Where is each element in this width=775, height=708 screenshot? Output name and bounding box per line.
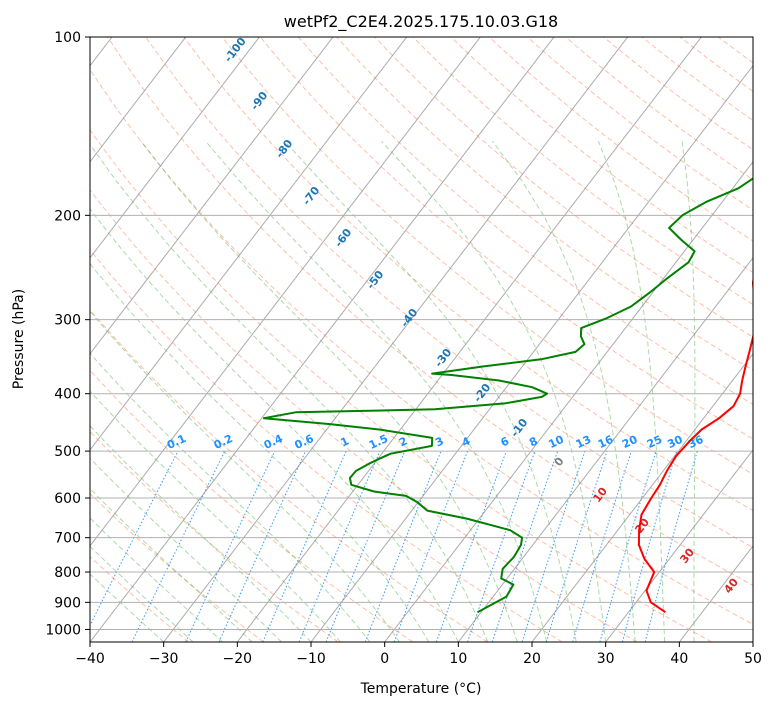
y-axis-ticks: 100 200 300 400 500 600 700 800 900 1000 xyxy=(45,30,90,638)
isotherm-line xyxy=(90,37,408,451)
dry-adiabat xyxy=(527,37,753,211)
dry-adiabat xyxy=(107,37,753,587)
x-tick-label: 20 xyxy=(523,651,541,667)
dry-adiabat xyxy=(183,37,753,512)
isotherm-line xyxy=(163,37,629,642)
isotherm-line xyxy=(0,0,9,642)
mixing-ratio-label: 30 xyxy=(665,433,685,451)
sounding-profiles xyxy=(262,177,753,614)
dry-adiabat xyxy=(90,369,414,642)
mixing-ratio-label: 20 xyxy=(620,433,640,451)
mixing-ratio-line xyxy=(325,450,406,642)
y-tick-label: 700 xyxy=(54,531,81,547)
y-tick-label: 1000 xyxy=(45,622,81,638)
mixing-ratio-line xyxy=(521,450,586,642)
mixing-ratio-line xyxy=(599,450,657,642)
plot-frame xyxy=(89,36,754,643)
x-axis-label: Temperature (°C) xyxy=(360,681,482,697)
mixing-ratio-line xyxy=(491,450,559,642)
y-tick-label: 400 xyxy=(54,387,81,403)
dry-adiabat xyxy=(90,129,712,642)
y-axis-label: Pressure (hPa) xyxy=(11,289,27,389)
mixing-ratio-line xyxy=(572,450,632,642)
x-tick-label: −30 xyxy=(149,651,179,667)
y-tick-label: 100 xyxy=(54,30,81,46)
dry-adiabat xyxy=(90,189,638,642)
isotherm-line xyxy=(90,37,187,163)
x-tick-label: −40 xyxy=(75,651,105,667)
pressure-gridlines xyxy=(90,37,753,630)
dry-adiabat xyxy=(145,37,753,549)
dry-adiabat xyxy=(488,37,753,242)
y-tick-label: 900 xyxy=(54,595,81,611)
isotherm-line xyxy=(384,160,753,642)
mixing-ratio-label: 36 xyxy=(686,433,706,451)
isotherm-line xyxy=(310,64,753,642)
y-tick-label: 500 xyxy=(54,444,81,460)
isotherm-line xyxy=(90,37,334,355)
x-tick-label: 40 xyxy=(670,651,688,667)
dry-adiabat xyxy=(412,37,753,306)
x-tick-label: 30 xyxy=(597,651,615,667)
dry-adiabat xyxy=(259,37,753,440)
isotherm-line xyxy=(90,37,481,547)
mixing-ratio-line xyxy=(435,450,507,642)
isotherm-line xyxy=(236,37,702,642)
isotherm-line xyxy=(531,353,753,642)
mixing-ratio-line xyxy=(393,450,469,642)
mixing-ratio-line xyxy=(262,450,347,642)
mixing-ratio-line xyxy=(131,450,226,642)
chart-title: wetPf2_C2E4.2025.175.10.03.G18 xyxy=(284,12,558,32)
mixing-ratio-line xyxy=(185,450,276,642)
mixing-ratio-label: 16 xyxy=(596,433,616,451)
mixing-ratio-label: 25 xyxy=(645,433,664,451)
mixing-ratio-line xyxy=(467,450,536,642)
x-tick-label: −20 xyxy=(223,651,253,667)
x-tick-label: −10 xyxy=(296,651,326,667)
mixing-ratio-line xyxy=(298,450,381,642)
isotherm-line xyxy=(752,641,753,642)
y-tick-label: 800 xyxy=(54,565,81,581)
isotherm-line xyxy=(457,256,753,642)
dry-adiabat xyxy=(298,37,753,405)
isotherm-line xyxy=(605,449,753,642)
mixing-ratio-line xyxy=(364,450,442,642)
dry-adiabat xyxy=(336,37,753,371)
dry-adiabat xyxy=(450,37,753,274)
mixing-ratio-line xyxy=(621,450,678,642)
dry-adiabat xyxy=(90,249,563,642)
isotherm-line xyxy=(90,37,260,259)
isotherm-line xyxy=(90,37,555,642)
dry-adiabat xyxy=(603,37,753,151)
mixing-ratio-line xyxy=(545,450,608,642)
dry-adiabat xyxy=(90,68,753,625)
temperature-profile xyxy=(637,275,753,614)
plot-area xyxy=(90,37,753,642)
x-tick-label: 0 xyxy=(380,651,389,667)
y-tick-label: 600 xyxy=(54,491,81,507)
mixing-ratio-line xyxy=(218,450,307,642)
mixing-ratio-label: 10 xyxy=(547,433,567,451)
mixing-ratio-label: 13 xyxy=(574,433,593,451)
dry-adiabat xyxy=(221,37,753,475)
y-tick-label: 300 xyxy=(54,313,81,329)
dewpoint-profile xyxy=(262,177,753,614)
x-tick-label: 50 xyxy=(744,651,762,667)
x-tick-label: 10 xyxy=(449,651,467,667)
dry-adiabat xyxy=(374,37,753,338)
y-tick-label: 200 xyxy=(54,208,81,224)
x-axis-ticks: −40 −30 −20 −10 0 10 20 30 40 50 xyxy=(75,642,762,667)
